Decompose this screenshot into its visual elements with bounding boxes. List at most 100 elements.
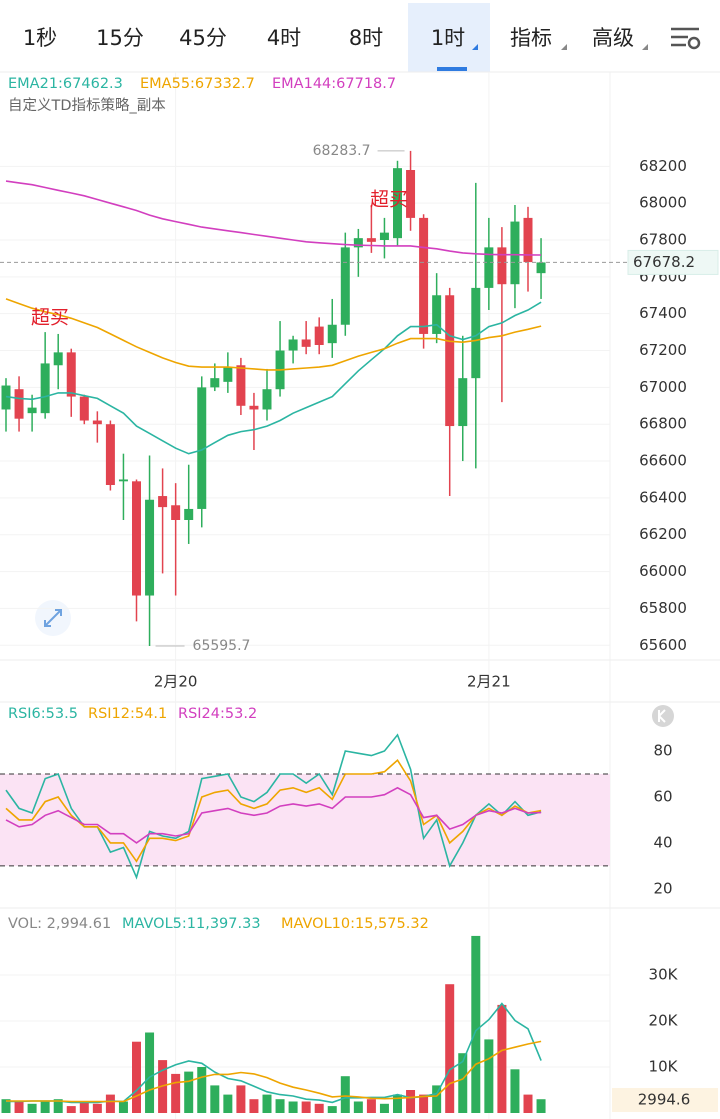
mavol-line xyxy=(6,1040,542,1103)
k-icon[interactable] xyxy=(652,705,674,727)
price-tag xyxy=(627,249,719,275)
volume-bar xyxy=(184,1071,194,1113)
volume-bar xyxy=(301,1101,311,1113)
candle-body xyxy=(327,324,337,344)
volume-bar xyxy=(171,1073,181,1113)
volume-bar xyxy=(236,1085,246,1113)
candle-body xyxy=(210,378,220,388)
toolbar xyxy=(0,3,720,73)
price-label: 67678.2 xyxy=(633,253,695,271)
active-underline xyxy=(437,67,467,71)
candle-body xyxy=(132,481,141,596)
volume-bar xyxy=(145,1032,155,1113)
volume-bar xyxy=(288,1101,298,1113)
toolbar-tab[interactable]: 1时 xyxy=(431,26,465,50)
candle-body xyxy=(105,424,115,485)
candle-body xyxy=(158,496,168,508)
volume-bar xyxy=(275,1099,285,1113)
y-tick-label: 20 xyxy=(653,879,672,897)
candle-body xyxy=(523,217,533,263)
candle-body xyxy=(184,508,194,520)
volume-bar xyxy=(379,1103,389,1113)
x-tick-label: 2月20 xyxy=(154,673,198,691)
legend-label: EMA55:67332.7 xyxy=(140,76,255,92)
toolbar-tab[interactable]: 高级 xyxy=(592,26,634,50)
ema-line xyxy=(5,301,542,455)
volume-bar xyxy=(314,1103,324,1113)
volume-bar xyxy=(484,1039,494,1113)
toolbar-tab[interactable]: 8时 xyxy=(349,26,383,50)
toolbar-tab[interactable]: 45分 xyxy=(179,26,227,50)
volume-bar xyxy=(536,1099,546,1113)
y-tick-label: 67400 xyxy=(639,304,687,322)
volume-bar xyxy=(53,1099,63,1113)
candle-body xyxy=(79,396,89,421)
candle-body xyxy=(27,407,37,414)
settings-icon[interactable] xyxy=(671,27,701,50)
toolbar-tab[interactable]: 4时 xyxy=(267,26,301,50)
legend-label: RSI12:54.1 xyxy=(88,706,167,722)
toolbar-tab[interactable]: 指标 xyxy=(510,26,552,50)
volume-bar xyxy=(432,1085,442,1113)
candle-body xyxy=(145,499,155,596)
candle-body xyxy=(484,247,494,288)
active-tab-bg xyxy=(408,3,490,72)
low-label: 65595.7 xyxy=(193,638,251,654)
candle-body xyxy=(419,217,429,334)
candle-body xyxy=(340,247,350,325)
candle-body xyxy=(314,326,324,345)
x-tick-label: 2月21 xyxy=(467,673,511,691)
volume-bar xyxy=(445,984,455,1113)
annotation: 超买 xyxy=(31,307,69,329)
volume-bar xyxy=(340,1076,350,1113)
y-tick-label: 10K xyxy=(649,1058,679,1076)
toolbar-tab[interactable]: 1秒 xyxy=(23,26,57,50)
y-tick-label: 68000 xyxy=(639,194,687,212)
y-tick-label: 68200 xyxy=(639,157,687,175)
candle-body xyxy=(471,287,481,379)
y-tick-label: 66400 xyxy=(639,488,687,506)
legend-label: VOL: 2,994.61 xyxy=(8,916,111,932)
subtitle: 自定义TD指标策略_副本 xyxy=(8,97,166,114)
ema-line xyxy=(5,180,542,256)
volume-tag xyxy=(612,1088,718,1112)
candle-body xyxy=(510,221,520,285)
candle-body xyxy=(393,168,402,239)
y-tick-label: 66000 xyxy=(639,562,687,580)
toolbar-tab[interactable]: 15分 xyxy=(96,26,144,50)
candle-body xyxy=(301,339,311,347)
volume-bar xyxy=(197,1067,207,1113)
candle-body xyxy=(353,238,363,248)
y-tick-label: 67800 xyxy=(639,231,687,249)
y-tick-label: 66800 xyxy=(639,415,687,433)
legend-label: RSI24:53.2 xyxy=(178,706,257,722)
mavol-line xyxy=(6,1002,542,1104)
candle-body xyxy=(249,405,259,410)
candle-body xyxy=(445,295,455,427)
volume-bar xyxy=(419,1094,429,1113)
legend-label: EMA21:67462.3 xyxy=(8,76,123,92)
candle-body xyxy=(262,389,272,410)
legend-label: RSI6:53.5 xyxy=(8,706,78,722)
volume-bar xyxy=(14,1101,24,1113)
expand-icon[interactable] xyxy=(35,600,71,636)
dropdown-arrow xyxy=(561,44,567,50)
volume-bar xyxy=(79,1101,89,1113)
volume-bar xyxy=(118,1101,128,1113)
candle-body xyxy=(197,387,207,509)
volume-bar xyxy=(406,1090,416,1113)
y-tick-label: 65800 xyxy=(639,599,687,617)
candle-body xyxy=(66,352,76,397)
candle-body xyxy=(406,170,416,218)
candle-body xyxy=(1,385,11,410)
high-label: 68283.7 xyxy=(313,143,371,159)
volume-bar xyxy=(27,1103,37,1113)
y-tick-label: 67200 xyxy=(639,341,687,359)
volume-bar xyxy=(249,1099,259,1113)
volume-bar xyxy=(471,935,481,1113)
candle-body xyxy=(458,378,468,427)
legend-label: MAVOL10:15,575.32 xyxy=(281,916,429,932)
volume-bar xyxy=(510,1069,520,1113)
candle-body xyxy=(497,247,507,285)
